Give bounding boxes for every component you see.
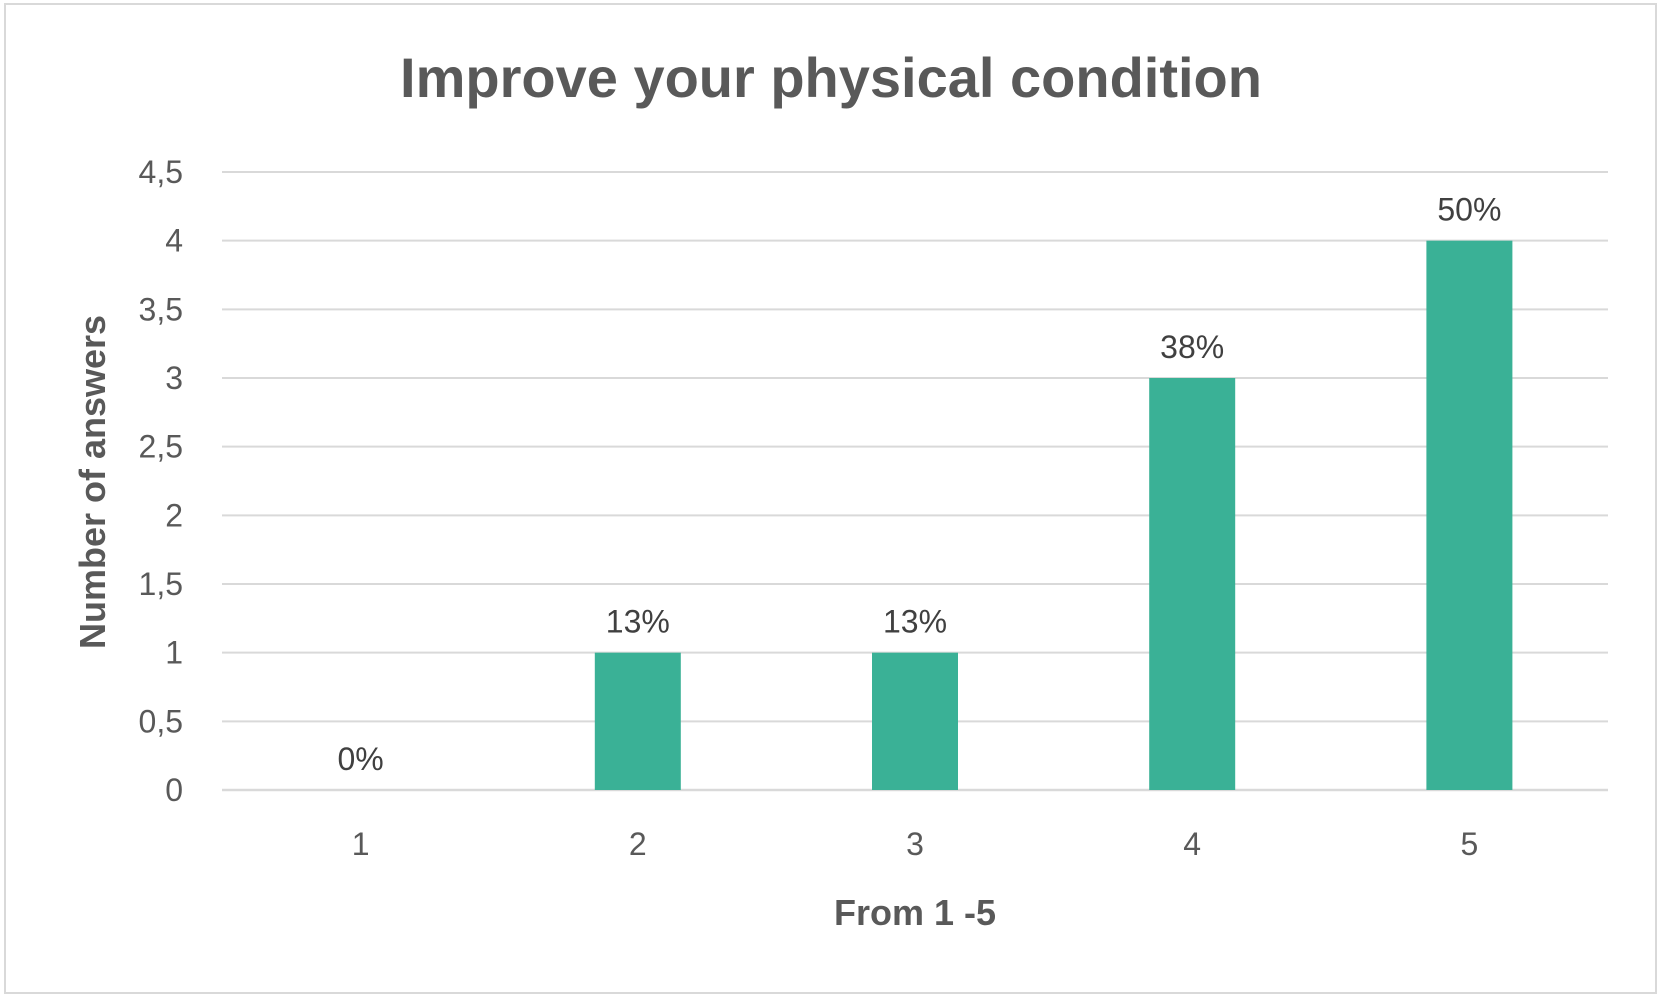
data-label: 13% — [606, 604, 670, 640]
gridlines — [222, 171, 1608, 792]
chart-frame — [4, 3, 1657, 994]
bar — [1149, 378, 1236, 790]
x-axis-ticks: 1 2 3 4 5 — [352, 826, 1479, 862]
y-tick-label: 2 — [165, 497, 183, 533]
y-tick-label: 2,5 — [139, 429, 183, 465]
x-tick-label: 1 — [352, 826, 370, 862]
data-labels: 0% 13% 13% 38% 50% — [337, 192, 1501, 777]
y-axis-ticks: 0 0,5 1 1,5 2 2,5 3 3,5 4 4,5 — [139, 154, 183, 808]
y-tick-label: 4,5 — [139, 154, 183, 190]
y-tick-label: 3,5 — [139, 291, 183, 327]
y-tick-label: 1,5 — [139, 566, 183, 602]
data-label: 13% — [883, 604, 947, 640]
chart-title: Improve your physical condition — [400, 46, 1262, 109]
data-label: 38% — [1160, 329, 1224, 365]
y-tick-label: 4 — [165, 223, 183, 259]
bar — [872, 652, 958, 790]
x-tick-label: 5 — [1461, 826, 1479, 862]
y-tick-label: 0,5 — [139, 703, 183, 739]
data-label: 50% — [1437, 192, 1501, 228]
bars — [594, 240, 1513, 790]
bar — [1426, 240, 1513, 790]
x-axis-label: From 1 -5 — [834, 892, 996, 933]
y-tick-label: 0 — [165, 772, 183, 808]
x-tick-label: 4 — [1183, 826, 1201, 862]
y-axis-label: Number of answers — [72, 315, 113, 649]
x-tick-label: 2 — [629, 826, 647, 862]
x-tick-label: 3 — [906, 826, 924, 862]
y-tick-label: 3 — [165, 360, 183, 396]
data-label: 0% — [337, 741, 383, 777]
bar — [594, 652, 681, 790]
y-tick-label: 1 — [165, 635, 183, 671]
